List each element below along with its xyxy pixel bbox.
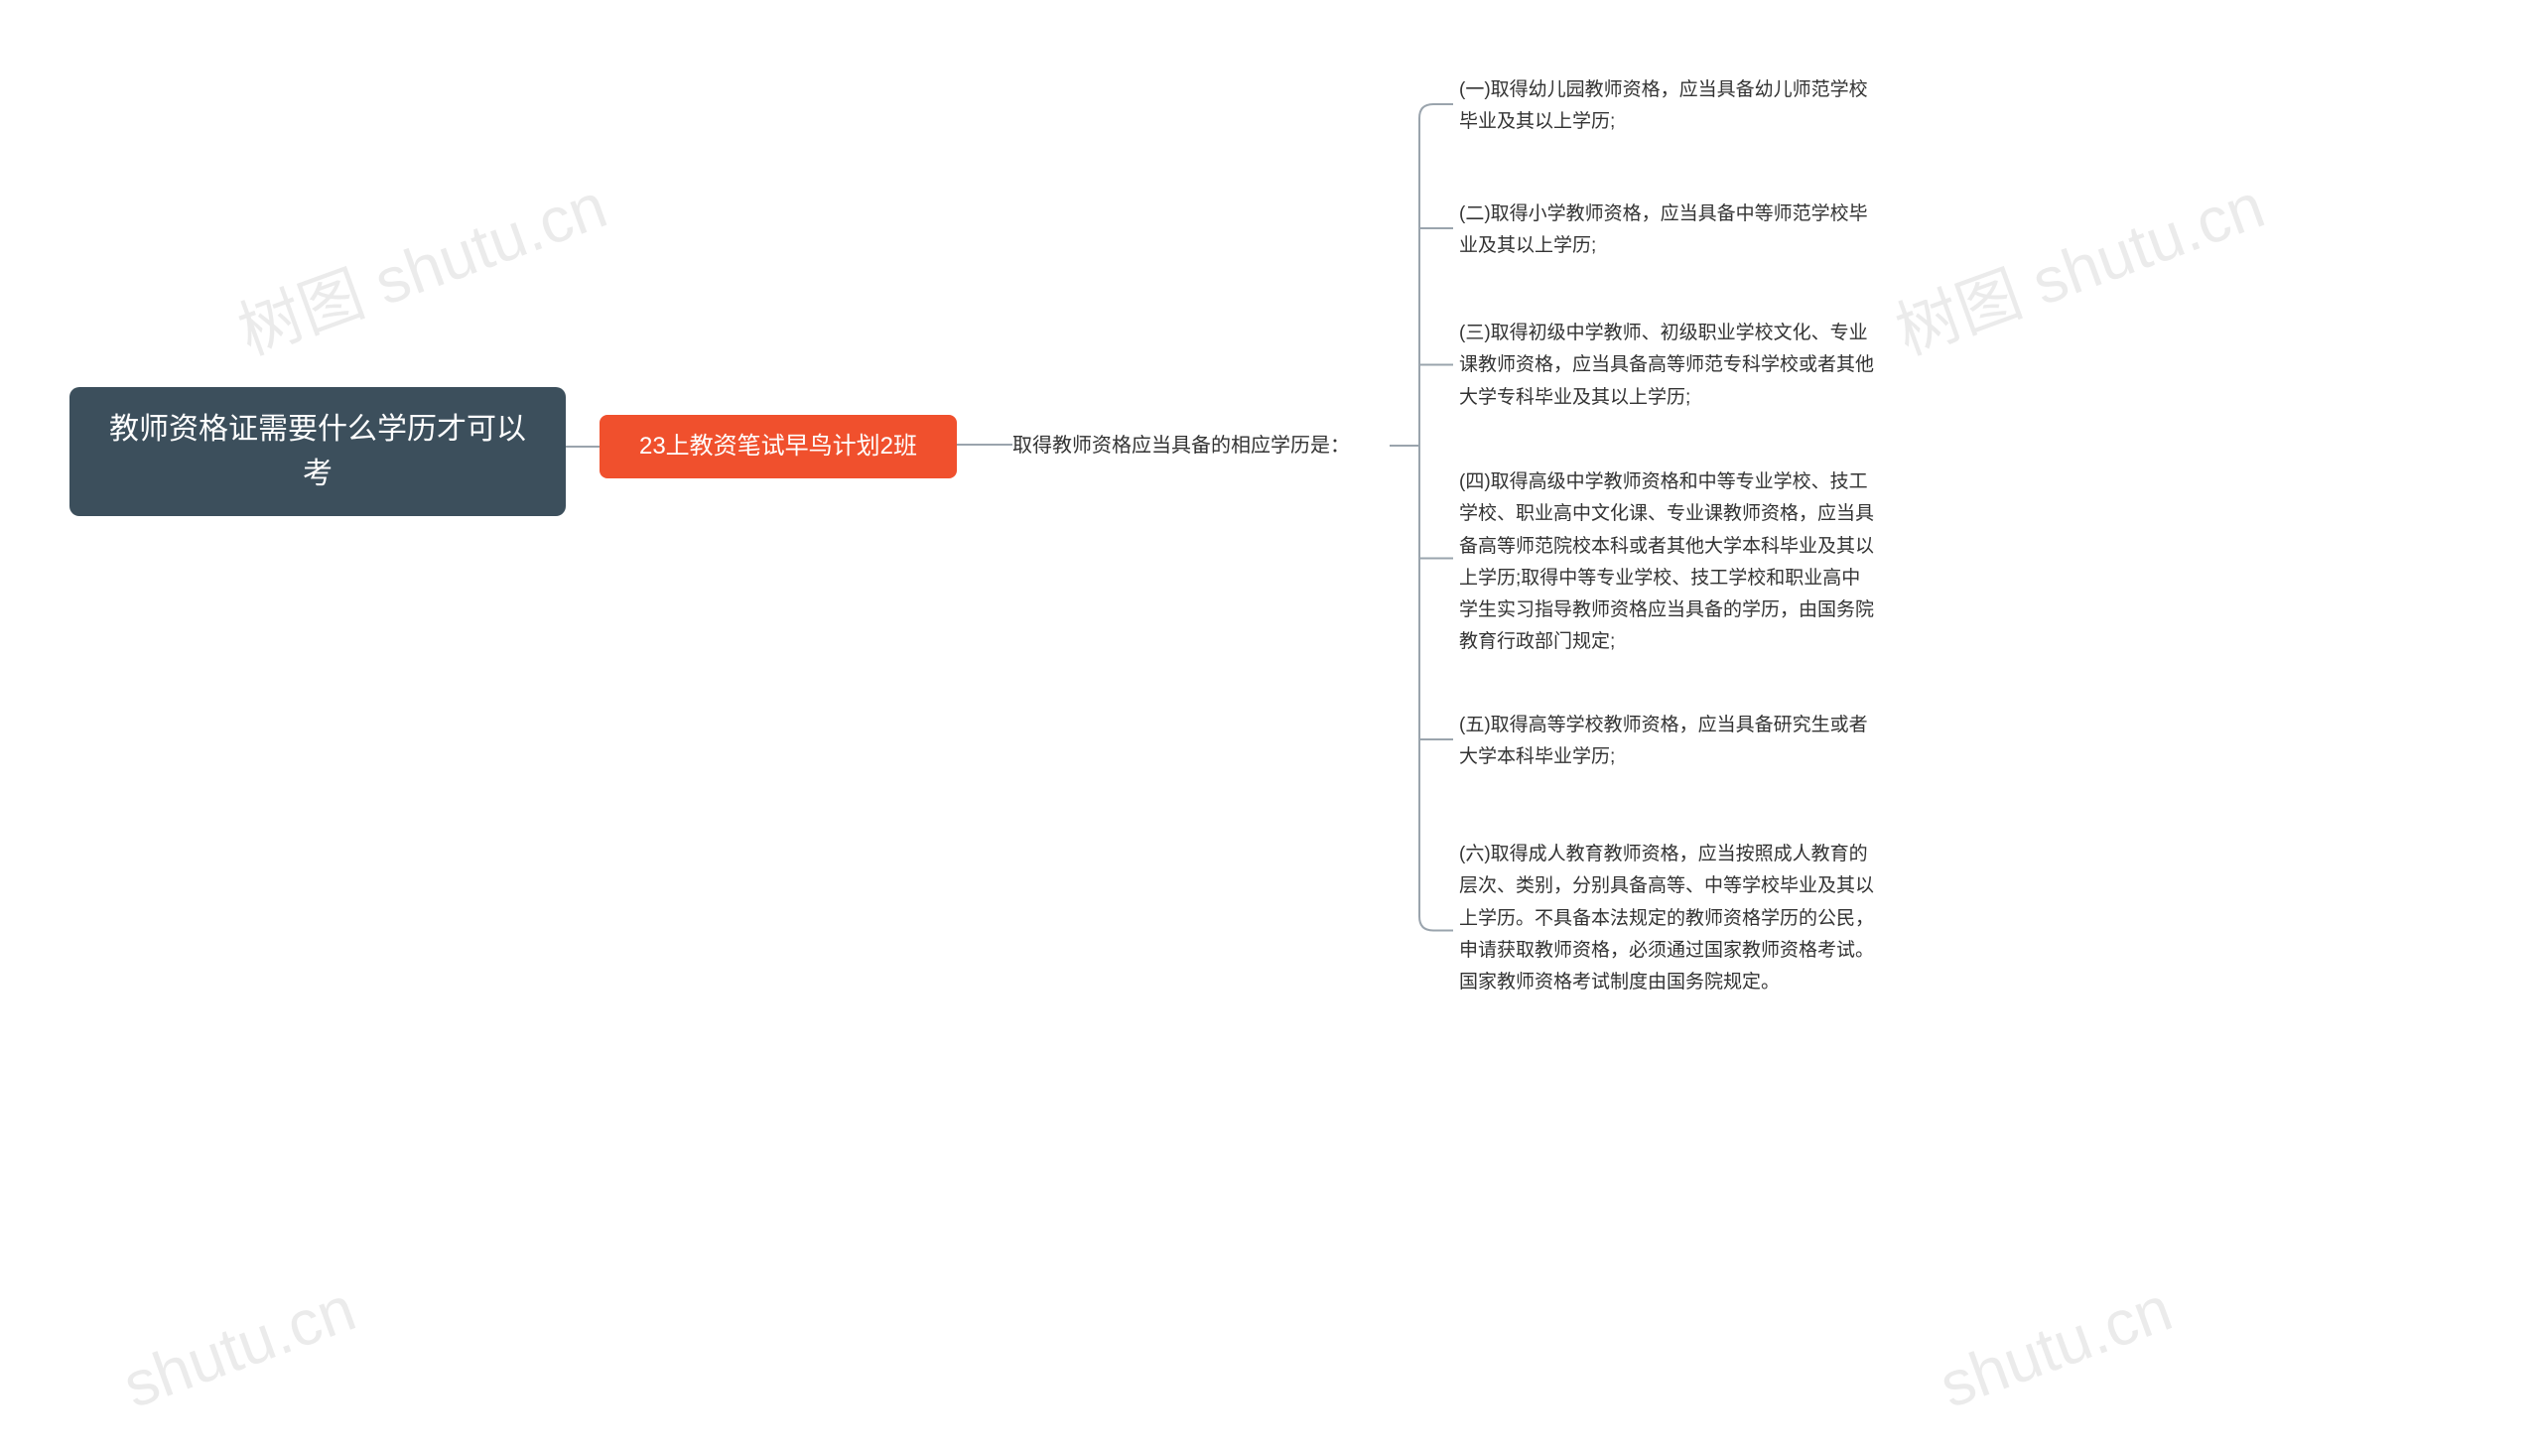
mindmap-node-level2[interactable]: 23上教资笔试早鸟计划2班 <box>600 415 957 478</box>
watermark: shutu.cn <box>114 1271 365 1422</box>
level3-label: 取得教师资格应当具备的相应学历是： <box>1012 431 1350 461</box>
leaf-text: (一)取得幼儿园教师资格，应当具备幼儿师范学校毕业及其以上学历; <box>1459 74 1876 139</box>
leaf-text: (五)取得高等学校教师资格，应当具备研究生或者大学本科毕业学历; <box>1459 710 1876 774</box>
watermark: shutu.cn <box>1931 1271 2182 1422</box>
leaf-text: (四)取得高级中学教师资格和中等专业学校、技工学校、职业高中文化课、专业课教师资… <box>1459 466 1876 659</box>
watermark: 树图 shutu.cn <box>224 155 617 372</box>
mindmap-leaf[interactable]: (六)取得成人教育教师资格，应当按照成人教育的层次、类别，分别具备高等、中等学校… <box>1459 839 1876 1022</box>
mindmap-leaf[interactable]: (一)取得幼儿园教师资格，应当具备幼儿师范学校毕业及其以上学历; <box>1459 74 1876 139</box>
leaf-text: (六)取得成人教育教师资格，应当按照成人教育的层次、类别，分别具备高等、中等学校… <box>1459 839 1876 998</box>
level2-label: 23上教资笔试早鸟计划2班 <box>639 429 917 464</box>
mindmap-node-level3[interactable]: 取得教师资格应当具备的相应学历是： <box>1012 431 1390 461</box>
leaf-text: (二)取得小学教师资格，应当具备中等师范学校毕业及其以上学历; <box>1459 199 1876 263</box>
mindmap-leaf[interactable]: (二)取得小学教师资格，应当具备中等师范学校毕业及其以上学历; <box>1459 199 1876 263</box>
mindmap-leaf[interactable]: (三)取得初级中学教师、初级职业学校文化、专业课教师资格，应当具备高等师范专科学… <box>1459 318 1876 414</box>
leaf-text: (三)取得初级中学教师、初级职业学校文化、专业课教师资格，应当具备高等师范专科学… <box>1459 318 1876 414</box>
mindmap-leaf[interactable]: (四)取得高级中学教师资格和中等专业学校、技工学校、职业高中文化课、专业课教师资… <box>1459 466 1876 659</box>
connector-layer <box>0 0 2541 1456</box>
root-label: 教师资格证需要什么学历才可以考 <box>97 407 538 496</box>
mindmap-leaf[interactable]: (五)取得高等学校教师资格，应当具备研究生或者大学本科毕业学历; <box>1459 710 1876 774</box>
mindmap-root[interactable]: 教师资格证需要什么学历才可以考 <box>69 387 566 516</box>
watermark: 树图 shutu.cn <box>1882 155 2275 372</box>
